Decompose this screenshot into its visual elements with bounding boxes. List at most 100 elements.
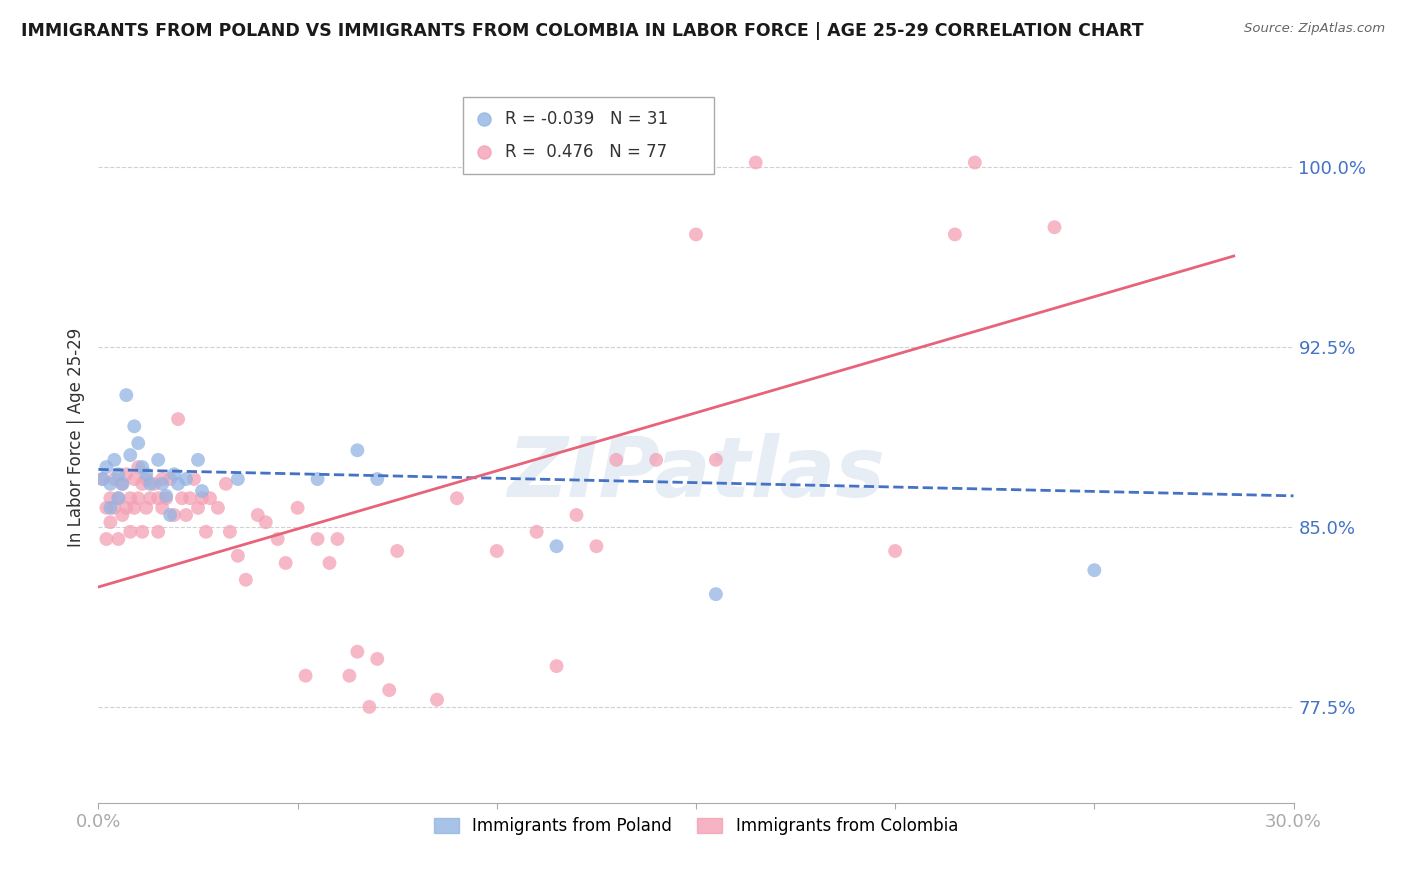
- Point: [163, 508, 186, 522]
- Point: [127, 491, 149, 506]
- Point: [172, 491, 194, 506]
- Text: R = -0.039   N = 31: R = -0.039 N = 31: [505, 110, 668, 128]
- Point: [183, 472, 205, 486]
- Point: [120, 524, 142, 539]
- FancyBboxPatch shape: [463, 97, 714, 174]
- Point: [307, 532, 329, 546]
- Point: [155, 491, 177, 506]
- Point: [103, 453, 125, 467]
- Point: [346, 645, 368, 659]
- Point: [294, 669, 316, 683]
- Point: [187, 453, 209, 467]
- Point: [318, 556, 340, 570]
- Point: [115, 467, 138, 482]
- Point: [546, 539, 568, 553]
- Point: [98, 500, 122, 515]
- Text: Source: ZipAtlas.com: Source: ZipAtlas.com: [1244, 22, 1385, 36]
- Point: [191, 483, 214, 498]
- Point: [226, 549, 249, 563]
- Point: [446, 491, 468, 506]
- Point: [307, 472, 329, 486]
- Text: R =  0.476   N = 77: R = 0.476 N = 77: [505, 143, 666, 161]
- Point: [159, 508, 181, 522]
- Point: [124, 500, 146, 515]
- Point: [198, 491, 221, 506]
- Point: [148, 491, 170, 506]
- Point: [148, 453, 170, 467]
- Point: [127, 436, 149, 450]
- Point: [174, 508, 197, 522]
- Point: [115, 388, 138, 402]
- Point: [131, 460, 153, 475]
- Point: [254, 515, 277, 529]
- Point: [98, 476, 122, 491]
- Point: [187, 500, 209, 515]
- Text: IMMIGRANTS FROM POLAND VS IMMIGRANTS FROM COLOMBIA IN LABOR FORCE | AGE 25-29 CO: IMMIGRANTS FROM POLAND VS IMMIGRANTS FRO…: [21, 22, 1143, 40]
- Point: [1083, 563, 1105, 577]
- Point: [131, 524, 153, 539]
- Point: [246, 508, 269, 522]
- Point: [150, 476, 173, 491]
- Legend: Immigrants from Poland, Immigrants from Colombia: Immigrants from Poland, Immigrants from …: [427, 811, 965, 842]
- Point: [139, 476, 162, 491]
- Text: ZIPatlas: ZIPatlas: [508, 434, 884, 514]
- Point: [565, 508, 588, 522]
- Point: [163, 467, 186, 482]
- Point: [179, 491, 201, 506]
- Point: [135, 472, 157, 486]
- Point: [339, 669, 361, 683]
- Point: [91, 472, 114, 486]
- Point: [235, 573, 257, 587]
- Point: [704, 453, 727, 467]
- Point: [111, 476, 134, 491]
- Point: [111, 476, 134, 491]
- Point: [645, 453, 668, 467]
- Point: [685, 227, 707, 242]
- Point: [135, 467, 157, 482]
- Point: [1374, 316, 1396, 330]
- Y-axis label: In Labor Force | Age 25-29: In Labor Force | Age 25-29: [66, 327, 84, 547]
- Point: [159, 472, 181, 486]
- Point: [150, 472, 173, 486]
- Point: [107, 532, 129, 546]
- Point: [115, 500, 138, 515]
- Point: [124, 419, 146, 434]
- Point: [287, 500, 309, 515]
- Point: [963, 155, 986, 169]
- Point: [139, 491, 162, 506]
- Point: [326, 532, 349, 546]
- Point: [219, 524, 242, 539]
- Point: [107, 491, 129, 506]
- Point: [127, 460, 149, 475]
- Point: [167, 412, 190, 426]
- Point: [526, 524, 548, 539]
- Point: [91, 472, 114, 486]
- Point: [385, 544, 409, 558]
- Point: [267, 532, 290, 546]
- Point: [359, 699, 381, 714]
- Point: [191, 491, 214, 506]
- Point: [884, 544, 907, 558]
- Point: [120, 448, 142, 462]
- Point: [96, 460, 118, 475]
- Point: [107, 467, 129, 482]
- Point: [585, 539, 607, 553]
- Point: [167, 476, 190, 491]
- Point: [226, 472, 249, 486]
- Point: [150, 500, 173, 515]
- Point: [943, 227, 966, 242]
- Point: [215, 476, 238, 491]
- Point: [96, 500, 118, 515]
- Point: [274, 556, 297, 570]
- Point: [366, 472, 388, 486]
- Point: [148, 524, 170, 539]
- Point: [704, 587, 727, 601]
- Point: [103, 472, 125, 486]
- Point: [174, 472, 197, 486]
- Point: [485, 544, 508, 558]
- Point: [745, 155, 768, 169]
- Point: [546, 659, 568, 673]
- Point: [1374, 424, 1396, 438]
- Point: [155, 489, 177, 503]
- Point: [96, 532, 118, 546]
